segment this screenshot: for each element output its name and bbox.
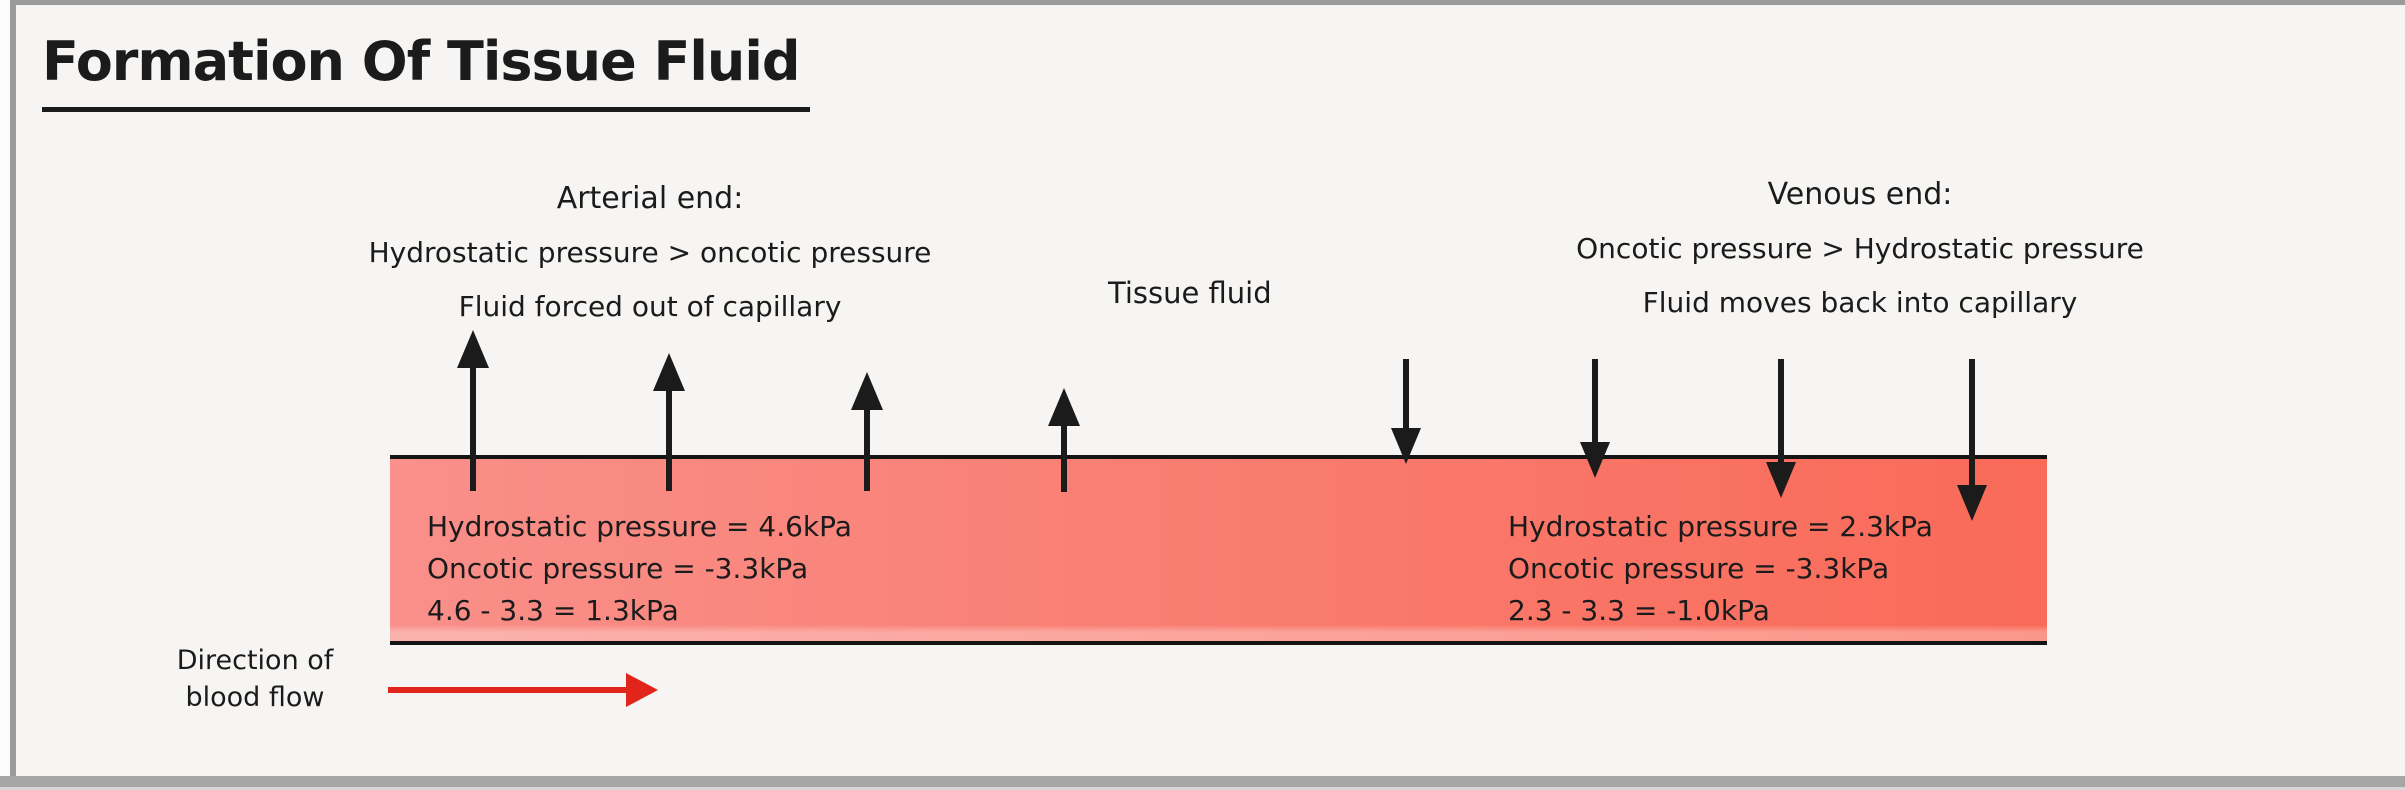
venous-oncotic-value: Oncotic pressure = -3.3kPa (1508, 552, 1890, 585)
venous-end-line1: Oncotic pressure > Hydrostatic pressure (1576, 232, 2144, 265)
fluid-out-arrow-icon (864, 408, 870, 491)
window-border-bottom-outer (0, 787, 2405, 790)
blood-flow-label-line1: Direction of (176, 645, 334, 676)
arterial-end-heading: Arterial end: (556, 181, 744, 216)
blood-flow-label: Direction of blood flow (140, 642, 370, 716)
blood-flow-label-line2: blood flow (185, 682, 325, 713)
fluid-in-arrow-icon (1403, 359, 1409, 430)
arterial-net-pressure: 4.6 - 3.3 = 1.3kPa (427, 594, 679, 627)
fluid-in-arrow-icon (1778, 359, 1784, 464)
fluid-out-arrow-icon (1061, 424, 1067, 492)
tissue-fluid-label: Tissue fluid (1108, 276, 1272, 310)
arterial-end-line1: Hydrostatic pressure > oncotic pressure (368, 236, 932, 269)
fluid-in-arrow-icon (1592, 359, 1598, 444)
venous-end-annotation: Venous end: Oncotic pressure > Hydrostat… (1540, 168, 2180, 330)
window-border-left (10, 5, 16, 776)
capillary-band: Hydrostatic pressure = 4.6kPa Oncotic pr… (390, 455, 2047, 645)
venous-hydrostatic-value: Hydrostatic pressure = 2.3kPa (1508, 510, 1933, 543)
fluid-in-arrow-icon (1969, 359, 1975, 487)
venous-net-pressure: 2.3 - 3.3 = -1.0kPa (1508, 594, 1770, 627)
venous-end-heading: Venous end: (1767, 177, 1953, 212)
fluid-out-arrow-icon (666, 389, 672, 491)
window-border-left-margin (0, 0, 10, 790)
venous-end-line2: Fluid moves back into capillary (1642, 286, 2078, 319)
window-border-bottom (0, 776, 2405, 787)
arterial-end-line2: Fluid forced out of capillary (458, 290, 842, 323)
arterial-pressure-values: Hydrostatic pressure = 4.6kPa Oncotic pr… (427, 506, 852, 632)
blood-flow-arrow-icon (388, 687, 626, 693)
arterial-oncotic-value: Oncotic pressure = -3.3kPa (427, 552, 809, 585)
page-title: Formation Of Tissue Fluid (42, 30, 810, 112)
venous-pressure-values: Hydrostatic pressure = 2.3kPa Oncotic pr… (1508, 506, 1933, 632)
arterial-hydrostatic-value: Hydrostatic pressure = 4.6kPa (427, 510, 852, 543)
arterial-end-annotation: Arterial end: Hydrostatic pressure > onc… (330, 172, 970, 334)
window-border-top (0, 0, 2405, 5)
fluid-out-arrow-icon (470, 366, 476, 491)
